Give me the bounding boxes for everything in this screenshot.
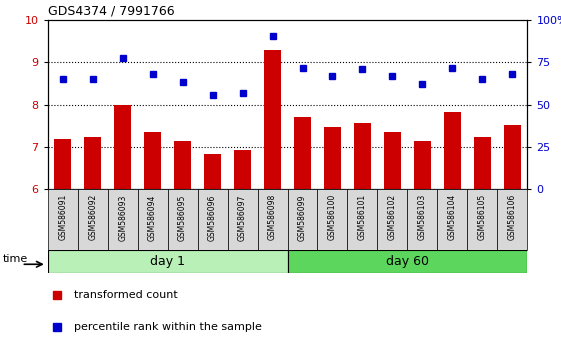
- Text: GSM586096: GSM586096: [208, 194, 217, 241]
- Text: GSM586104: GSM586104: [448, 194, 457, 240]
- Bar: [498, 189, 527, 250]
- Bar: [48, 189, 77, 250]
- Bar: [137, 189, 168, 250]
- Text: GSM586100: GSM586100: [328, 194, 337, 240]
- Bar: [48, 250, 287, 273]
- Text: GSM586106: GSM586106: [508, 194, 517, 240]
- Bar: [234, 150, 251, 189]
- Text: GSM586098: GSM586098: [268, 194, 277, 240]
- Bar: [384, 132, 401, 189]
- Bar: [347, 189, 378, 250]
- Bar: [168, 189, 197, 250]
- Bar: [444, 113, 461, 189]
- Bar: [264, 50, 280, 189]
- Bar: [407, 189, 438, 250]
- Text: GSM586092: GSM586092: [88, 194, 97, 240]
- Text: GSM586102: GSM586102: [388, 194, 397, 240]
- Text: GSM586094: GSM586094: [148, 194, 157, 241]
- Bar: [354, 122, 371, 189]
- Text: GSM586099: GSM586099: [298, 194, 307, 241]
- Bar: [108, 189, 137, 250]
- Bar: [197, 189, 228, 250]
- Bar: [204, 154, 221, 189]
- Text: GSM586097: GSM586097: [238, 194, 247, 241]
- Text: GSM586105: GSM586105: [478, 194, 487, 240]
- Bar: [414, 141, 431, 189]
- Bar: [378, 189, 407, 250]
- Bar: [84, 137, 101, 189]
- Bar: [54, 139, 71, 189]
- Bar: [77, 189, 108, 250]
- Bar: [287, 189, 318, 250]
- Text: day 1: day 1: [150, 255, 185, 268]
- Bar: [144, 132, 161, 189]
- Bar: [467, 189, 498, 250]
- Bar: [318, 189, 347, 250]
- Text: GSM586093: GSM586093: [118, 194, 127, 241]
- Bar: [438, 189, 467, 250]
- Bar: [228, 189, 257, 250]
- Bar: [174, 141, 191, 189]
- Bar: [114, 105, 131, 189]
- Bar: [324, 127, 341, 189]
- Bar: [504, 125, 521, 189]
- Text: GDS4374 / 7991766: GDS4374 / 7991766: [48, 5, 174, 18]
- Text: day 60: day 60: [386, 255, 429, 268]
- Bar: [295, 116, 311, 189]
- Text: time: time: [2, 253, 27, 264]
- Text: GSM586095: GSM586095: [178, 194, 187, 241]
- Text: GSM586103: GSM586103: [418, 194, 427, 240]
- Text: transformed count: transformed count: [74, 290, 178, 300]
- Bar: [257, 189, 287, 250]
- Bar: [474, 137, 491, 189]
- Text: GSM586091: GSM586091: [58, 194, 67, 240]
- Text: percentile rank within the sample: percentile rank within the sample: [74, 321, 262, 332]
- Bar: [287, 250, 527, 273]
- Text: GSM586101: GSM586101: [358, 194, 367, 240]
